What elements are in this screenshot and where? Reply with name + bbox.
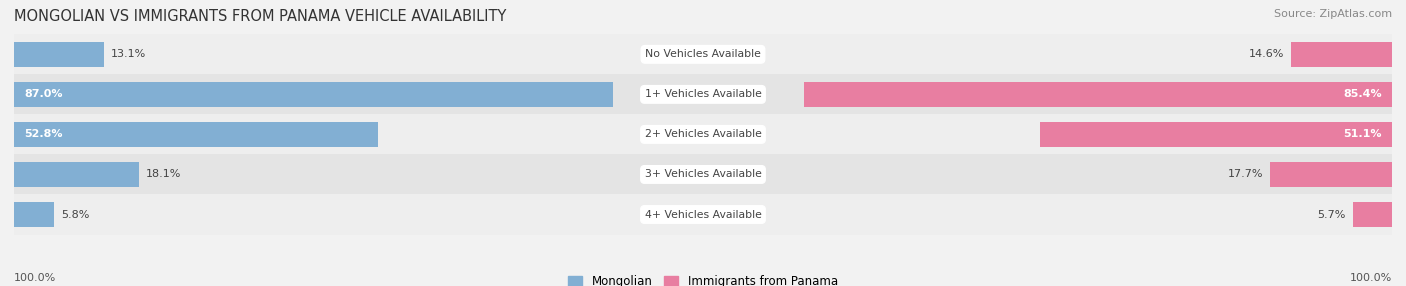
Text: 1+ Vehicles Available: 1+ Vehicles Available [644, 90, 762, 99]
Text: 4+ Vehicles Available: 4+ Vehicles Available [644, 210, 762, 219]
Bar [1040, 122, 1392, 147]
Bar [14, 154, 1392, 194]
Bar [14, 34, 1392, 74]
Text: 100.0%: 100.0% [14, 273, 56, 283]
Bar [14, 82, 613, 107]
Legend: Mongolian, Immigrants from Panama: Mongolian, Immigrants from Panama [564, 270, 842, 286]
Text: 13.1%: 13.1% [111, 49, 146, 59]
Bar [14, 114, 1392, 154]
Text: 100.0%: 100.0% [1350, 273, 1392, 283]
Text: 5.8%: 5.8% [60, 210, 90, 219]
Text: 52.8%: 52.8% [24, 130, 63, 139]
Bar [1291, 42, 1392, 67]
Text: 5.7%: 5.7% [1317, 210, 1346, 219]
Bar [14, 202, 53, 227]
Text: Source: ZipAtlas.com: Source: ZipAtlas.com [1274, 9, 1392, 19]
Bar [1270, 162, 1392, 187]
Bar [14, 42, 104, 67]
Text: 2+ Vehicles Available: 2+ Vehicles Available [644, 130, 762, 139]
Text: 14.6%: 14.6% [1249, 49, 1285, 59]
Text: 51.1%: 51.1% [1343, 130, 1382, 139]
Bar [14, 122, 378, 147]
Bar [14, 74, 1392, 114]
Bar [14, 194, 1392, 235]
Text: No Vehicles Available: No Vehicles Available [645, 49, 761, 59]
Text: 18.1%: 18.1% [146, 170, 181, 179]
Bar [1353, 202, 1392, 227]
Text: 3+ Vehicles Available: 3+ Vehicles Available [644, 170, 762, 179]
Text: 87.0%: 87.0% [24, 90, 63, 99]
Text: 85.4%: 85.4% [1343, 90, 1382, 99]
Bar [804, 82, 1392, 107]
Text: MONGOLIAN VS IMMIGRANTS FROM PANAMA VEHICLE AVAILABILITY: MONGOLIAN VS IMMIGRANTS FROM PANAMA VEHI… [14, 9, 506, 23]
Bar [14, 162, 139, 187]
Text: 17.7%: 17.7% [1227, 170, 1263, 179]
